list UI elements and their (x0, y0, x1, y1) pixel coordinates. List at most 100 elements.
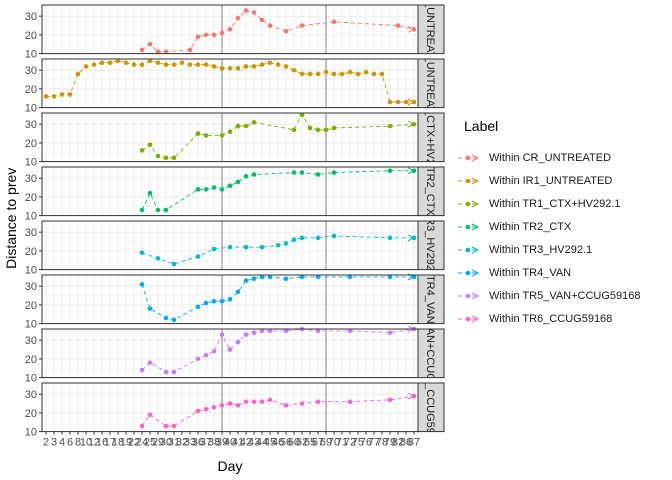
data-point (267, 60, 273, 66)
data-point (315, 274, 321, 280)
x-tick-label: 37 (200, 437, 212, 449)
legend-label: Within TR1_CTX+HV292.1 (489, 197, 621, 210)
data-point (403, 99, 409, 105)
y-tick-label: 30 (25, 389, 37, 401)
data-point (211, 32, 217, 38)
facet-strip (417, 58, 445, 109)
data-point (299, 112, 305, 118)
x-tick-label: 56 (280, 437, 292, 449)
data-point (211, 405, 217, 410)
data-point (291, 170, 297, 175)
data-point (171, 261, 177, 267)
facet-strip-label: CR_UNTREATED (424, 0, 436, 74)
facet-strip-label: TR1_CTX+HV292.1 (424, 88, 436, 186)
y-tick-label: 10 (25, 211, 37, 223)
series-line (141, 395, 415, 427)
facet-strip (417, 112, 445, 163)
data-point (187, 62, 193, 67)
data-point (259, 328, 265, 334)
data-point (315, 399, 321, 404)
y-tick-label: 10 (25, 157, 37, 169)
x-tick-label: 24 (136, 437, 148, 449)
data-point (395, 23, 401, 28)
x-tick-label: 22 (128, 437, 140, 449)
legend-item: Within TR3_HV292.1 (452, 238, 667, 261)
data-point (283, 241, 289, 246)
data-point (139, 148, 145, 153)
series-end-arrow (407, 167, 416, 175)
data-point (139, 47, 145, 53)
data-point (147, 360, 153, 365)
facet-panel: 10 20 30 TR4_VAN (25, 273, 445, 331)
y-tick-label: 10 (25, 49, 37, 61)
data-point (227, 347, 233, 352)
data-point (339, 71, 345, 77)
x-tick-label: 78 (376, 437, 388, 449)
data-point (235, 179, 241, 185)
data-point (163, 49, 169, 55)
legend-item: Within TR1_CTX+HV292.1 (452, 192, 667, 215)
x-tick-label: 32 (176, 437, 188, 449)
legend-key-arrow (458, 223, 480, 230)
data-point (203, 32, 209, 38)
facet-strip (417, 4, 445, 55)
series-line (141, 235, 414, 265)
y-tick-label: 20 (25, 84, 37, 96)
data-point (387, 397, 393, 403)
data-point (75, 71, 81, 77)
legend-label: Within TR2_CTX (489, 220, 572, 233)
data-point (331, 170, 337, 175)
x-tick-label: 16 (96, 437, 108, 449)
data-point (203, 300, 209, 306)
data-point (155, 49, 161, 55)
data-point (51, 94, 57, 99)
data-point (227, 129, 233, 134)
facet-strip (417, 328, 445, 379)
data-point (307, 71, 313, 77)
data-point (387, 99, 393, 105)
facet-strip (417, 274, 445, 325)
x-tick-label: 38 (208, 437, 220, 449)
data-point (115, 58, 121, 64)
series-end-arrow (407, 25, 416, 33)
x-tick-label: 46 (272, 437, 284, 449)
data-point (267, 23, 273, 28)
x-tick-label: 40 (224, 437, 236, 449)
legend-key-arrow (458, 246, 480, 253)
data-point (347, 274, 353, 280)
data-point (147, 190, 153, 196)
legend-item: Within TR5_VAN+CCUG59168 (452, 284, 667, 307)
legend-item: Within TR4_VAN (452, 261, 667, 284)
data-point (251, 276, 257, 282)
data-point (59, 92, 65, 97)
x-axis-title: Day (218, 458, 243, 474)
y-tick-label: 30 (25, 173, 37, 185)
facet-panel: 10 20 30 TR6_CCUG59168 (25, 382, 445, 439)
data-point (139, 250, 145, 256)
data-point (163, 369, 169, 375)
data-point (387, 123, 393, 129)
legend-label: Within TR6_CCUG59168 (489, 312, 613, 325)
data-point (235, 15, 241, 21)
data-point (147, 412, 153, 418)
x-tick-label: 10 (80, 437, 92, 449)
x-tick-label: 60 (288, 437, 300, 449)
data-point (283, 64, 289, 69)
x-tick-label: 33 (184, 437, 196, 449)
data-point (163, 423, 169, 429)
x-tick-label: 43 (248, 437, 260, 449)
data-point (163, 207, 169, 213)
data-point (131, 62, 137, 67)
data-point (331, 71, 337, 77)
data-point (163, 155, 169, 161)
y-tick-label: 20 (25, 138, 37, 150)
x-tick-label: 41 (232, 437, 244, 449)
data-point (275, 243, 281, 248)
facet-strip-label: IR1_UNTREATED (424, 38, 436, 128)
x-tick-label: 86 (400, 437, 412, 449)
data-point (155, 60, 161, 66)
legend-label: Within TR3_HV292.1 (489, 243, 593, 256)
data-point (219, 30, 225, 36)
data-point (235, 66, 241, 71)
